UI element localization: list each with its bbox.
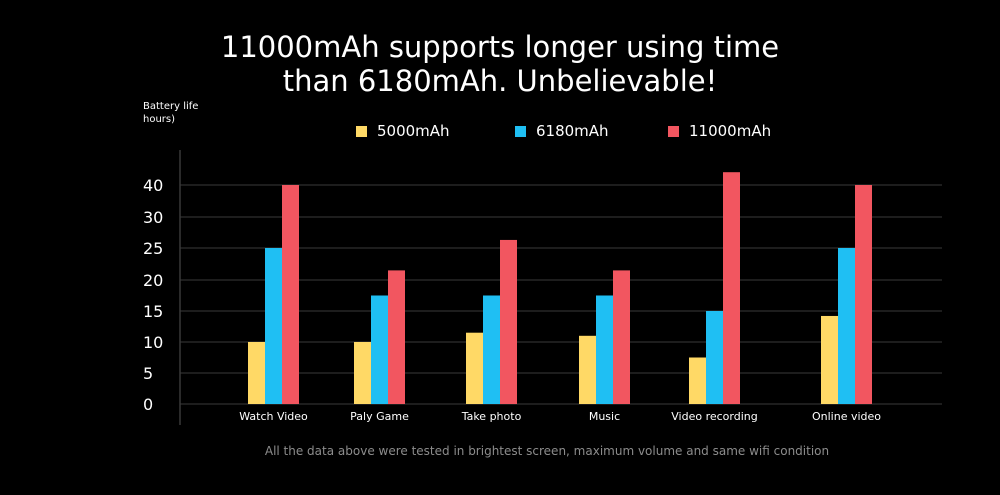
x-tick-label: Video recording xyxy=(671,410,757,423)
y-axis-label: Battery life hours) xyxy=(143,100,198,126)
y-tick-label: 40 xyxy=(143,176,163,195)
chart-title: 11000mAh supports longer using time than… xyxy=(0,30,1000,98)
footnote: All the data above were tested in bright… xyxy=(264,444,830,458)
y-tick-label: 0 xyxy=(143,395,153,414)
title-line-1: 11000mAh supports longer using time xyxy=(220,30,780,64)
bar xyxy=(265,248,282,404)
x-tick-label: Online video xyxy=(812,410,881,423)
legend-swatch-5000 xyxy=(356,125,367,137)
bar xyxy=(371,295,388,404)
legend-label-6180: 6180mAh xyxy=(536,122,609,140)
bar xyxy=(596,295,613,404)
bar xyxy=(282,185,299,404)
legend-label-11000: 11000mAh xyxy=(689,122,772,140)
bar xyxy=(354,342,371,404)
bar xyxy=(388,270,405,404)
bar xyxy=(689,357,706,404)
title-line-2: than 6180mAh. Unbelievable! xyxy=(282,64,718,98)
legend-label-5000: 5000mAh xyxy=(377,122,450,140)
legend-swatch-6180 xyxy=(515,125,526,137)
bar xyxy=(723,172,740,404)
x-tick-label: Music xyxy=(589,410,620,423)
bar xyxy=(706,311,723,404)
legend-swatch-11000 xyxy=(668,125,679,137)
y-tick-label: 15 xyxy=(143,302,163,321)
y-axis-label-line-2: hours) xyxy=(143,114,176,125)
bar xyxy=(821,315,838,404)
bar xyxy=(500,239,517,404)
bar xyxy=(466,332,483,404)
bar xyxy=(248,342,265,404)
legend-item-6180: 6180mAh xyxy=(515,122,609,140)
y-tick-label: 5 xyxy=(143,364,153,383)
bar xyxy=(579,335,596,404)
x-tick-label: Take photo xyxy=(461,410,522,423)
bar xyxy=(483,295,500,404)
y-axis-label-line-1: Battery life xyxy=(143,101,199,112)
bar xyxy=(855,185,872,404)
x-tick-label: Paly Game xyxy=(350,410,409,423)
y-tick-label: 30 xyxy=(143,208,163,227)
y-tick-label: 25 xyxy=(143,239,163,258)
legend-item-5000: 5000mAh xyxy=(356,122,450,140)
x-tick-label: Watch Video xyxy=(239,410,308,423)
bar xyxy=(838,248,855,404)
legend-item-11000: 11000mAh xyxy=(668,122,771,140)
bar xyxy=(613,270,630,404)
y-tick-label: 10 xyxy=(143,333,163,352)
y-tick-label: 20 xyxy=(143,271,163,290)
